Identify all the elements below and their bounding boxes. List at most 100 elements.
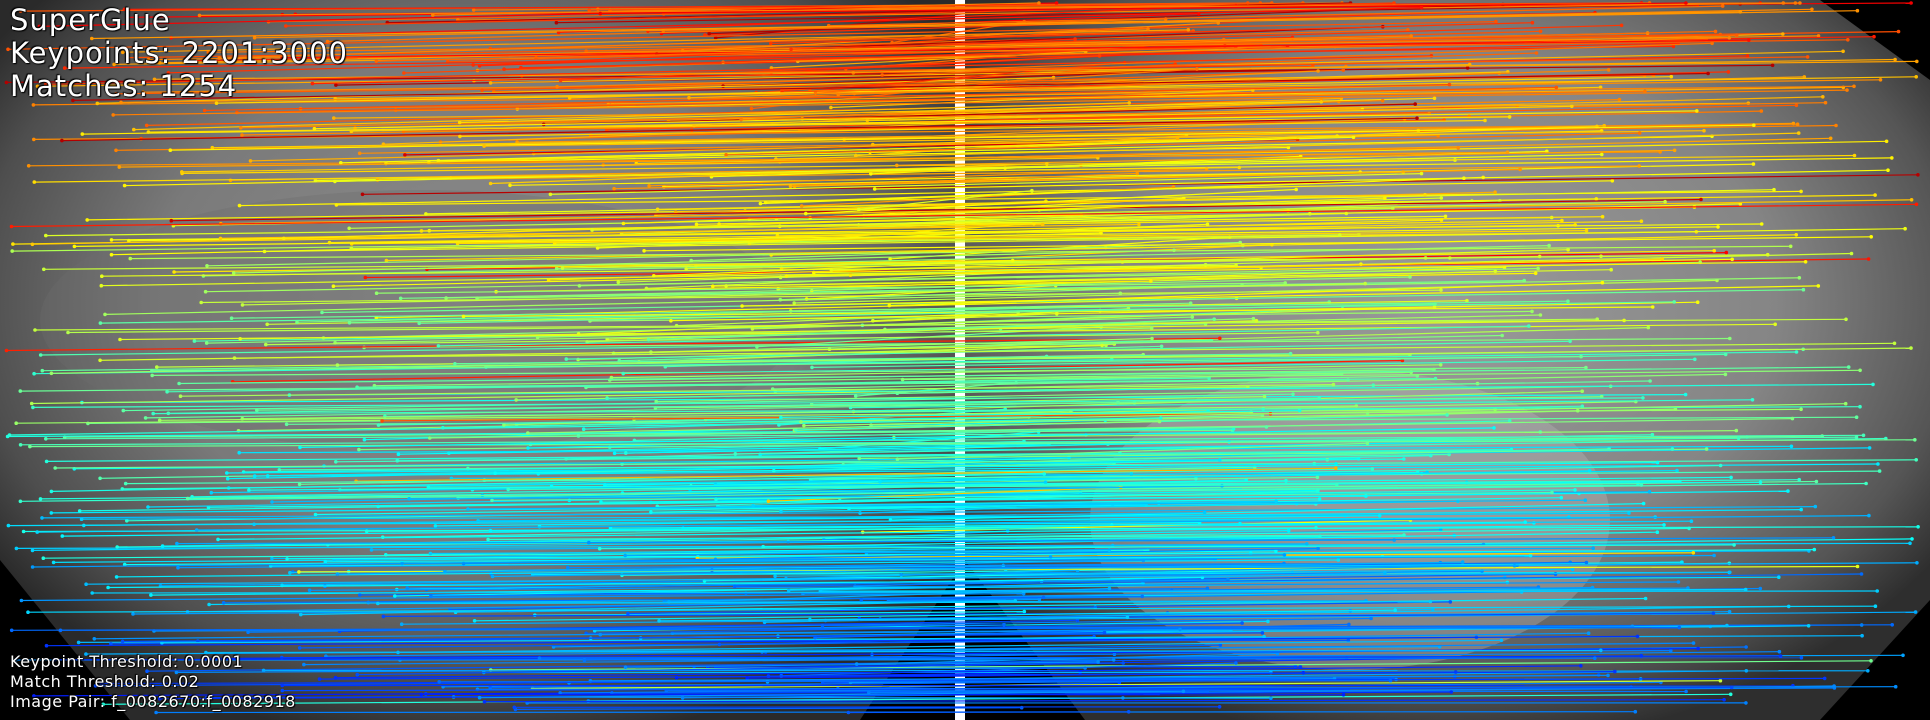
keypoint-left xyxy=(471,8,476,12)
match-line xyxy=(45,55,1432,85)
keypoint-right xyxy=(1181,689,1186,694)
keypoint-left xyxy=(502,67,506,71)
keypoint-right xyxy=(1813,504,1818,509)
match-line xyxy=(242,283,1366,306)
keypoint-left xyxy=(38,497,43,501)
keypoint-left xyxy=(90,36,94,41)
keypoint-left xyxy=(621,371,625,376)
keypoint-left xyxy=(37,24,42,29)
keypoint-left xyxy=(32,371,36,376)
keypoint-left xyxy=(453,362,457,366)
keypoint-left xyxy=(623,665,628,669)
keypoint-right xyxy=(1443,214,1448,219)
keypoint-right xyxy=(1096,660,1100,664)
keypoint-left xyxy=(43,82,48,87)
keypoint-left xyxy=(429,594,433,598)
keypoint-right xyxy=(1234,263,1238,268)
keypoint-right xyxy=(1781,32,1785,36)
keypoint-left xyxy=(72,244,77,249)
keypoint-left xyxy=(466,507,470,511)
keypoint-left xyxy=(313,178,318,183)
keypoint-left xyxy=(598,11,603,16)
match-line xyxy=(768,486,1121,502)
match-line xyxy=(656,385,1611,403)
match-lines xyxy=(4,1,1920,715)
keypoint-right xyxy=(1639,653,1644,658)
keypoint-left xyxy=(374,59,379,63)
keypoint-left xyxy=(813,91,818,95)
keypoint-right xyxy=(1693,357,1697,362)
keypoint-right xyxy=(1799,189,1803,194)
keypoint-right xyxy=(1391,206,1395,211)
match-line xyxy=(334,153,1602,182)
keypoint-right xyxy=(1465,298,1469,303)
keypoint-right xyxy=(1873,193,1877,197)
keypoint-right xyxy=(1806,624,1811,628)
keypoint-right xyxy=(1869,659,1873,663)
match-line xyxy=(726,269,1612,287)
keypoint-left xyxy=(576,434,581,438)
keypoint-left xyxy=(18,443,23,447)
keypoint-right xyxy=(1336,558,1341,562)
keypoint-right xyxy=(1831,536,1836,540)
keypoint-right xyxy=(1794,350,1799,354)
keypoint-right xyxy=(1637,131,1642,135)
keypoint-right xyxy=(1647,490,1652,494)
keypoint-right xyxy=(1111,658,1116,662)
keypoint-right xyxy=(1419,171,1424,176)
keypoint-right xyxy=(1722,697,1726,702)
match-line xyxy=(397,448,1512,462)
match-line xyxy=(376,282,1286,294)
keypoint-right xyxy=(1866,257,1871,261)
keypoint-left xyxy=(185,496,190,501)
keypoint-left xyxy=(740,304,744,308)
match-line xyxy=(484,130,1705,147)
keypoint-right xyxy=(1409,34,1413,38)
keypoint-right xyxy=(1305,542,1309,546)
keypoint-right xyxy=(1901,653,1905,658)
keypoint-left xyxy=(237,203,242,208)
keypoint-right xyxy=(1609,267,1613,272)
match-line xyxy=(94,628,1181,640)
match-line xyxy=(192,480,1287,498)
keypoint-left xyxy=(270,500,274,504)
keypoint-left xyxy=(749,106,754,111)
keypoint-right xyxy=(1013,598,1018,603)
keypoint-right xyxy=(1347,622,1351,627)
keypoint-left xyxy=(21,529,26,534)
keypoint-right xyxy=(1041,595,1046,600)
match-line xyxy=(844,118,1405,140)
keypoint-left xyxy=(582,658,587,662)
keypoint-left xyxy=(44,459,49,464)
keypoint-right xyxy=(1648,379,1652,383)
keypoint-left xyxy=(363,275,368,280)
match-line xyxy=(29,439,1915,448)
match-line xyxy=(323,316,1193,339)
keypoint-left xyxy=(900,377,905,382)
keypoint-right xyxy=(1679,560,1684,565)
match-line xyxy=(648,318,1215,341)
keypoint-right xyxy=(1799,407,1803,412)
match-line xyxy=(663,10,1858,32)
keypoint-left xyxy=(888,257,892,261)
match-line xyxy=(187,598,1040,613)
keypoint-right xyxy=(1308,212,1312,216)
match-line xyxy=(822,624,1005,627)
keypoint-right xyxy=(1689,519,1694,523)
keypoint-right xyxy=(1662,523,1666,527)
keypoint-left xyxy=(202,108,207,113)
keypoint-left xyxy=(652,274,656,278)
keypoint-left xyxy=(349,246,354,251)
keypoint-right xyxy=(1580,389,1584,394)
match-line xyxy=(558,5,1236,33)
keypoint-right xyxy=(1846,38,1850,42)
match-line xyxy=(205,649,1601,654)
keypoint-right xyxy=(1675,468,1679,473)
keypoint-left xyxy=(4,80,9,85)
keypoint-left xyxy=(786,588,791,593)
keypoint-right xyxy=(1318,534,1322,539)
keypoint-left xyxy=(472,619,477,623)
keypoint-right xyxy=(1915,59,1919,64)
match-line xyxy=(383,120,1040,145)
